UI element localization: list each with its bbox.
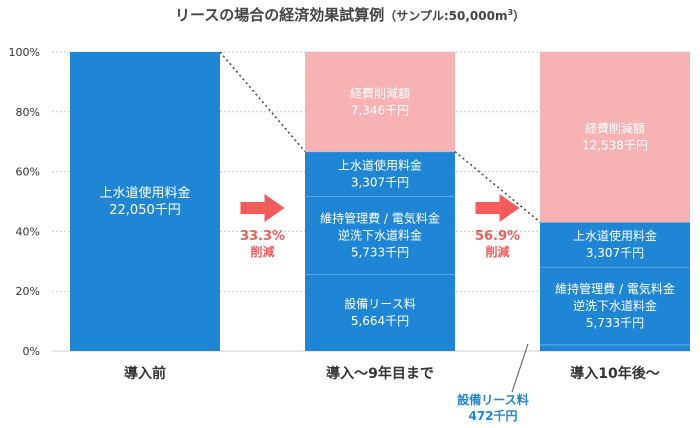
y-tick-label: 20% [16, 285, 40, 298]
chart-subtitle: （サンプル:50,000m3） [384, 8, 526, 23]
segment-label: 逆洗下水道料金 [573, 298, 657, 313]
bar-segment [540, 344, 690, 351]
segment-label: 逆洗下水道料金 [338, 227, 422, 242]
bar-segment [540, 52, 690, 223]
segment-label: 設備リース料 [344, 296, 415, 311]
segment-label: 維持管理費 / 電気料金 [320, 210, 440, 225]
bar-segment [305, 52, 455, 152]
callout-leader-line [511, 343, 529, 393]
callout-label: 設備リース料 [457, 392, 528, 407]
y-tick-label: 60% [16, 166, 40, 179]
segment-label: 維持管理費 / 電気料金 [555, 281, 675, 296]
segment-value: 5,733千円 [351, 245, 409, 259]
y-tick-label: 100% [9, 46, 40, 59]
chart-title: リースの場合の経済効果試算例 [174, 6, 385, 24]
segment-label: 経費削減額 [585, 121, 645, 136]
segment-value: 3,307千円 [586, 246, 644, 260]
reduction-label: 削減 [250, 244, 274, 259]
bar-segment [305, 274, 455, 351]
bar-segment [540, 222, 690, 267]
trend-dotted-line [219, 51, 306, 153]
segment-value: 12,538千円 [582, 139, 648, 153]
segment-value: 5,733千円 [586, 316, 644, 330]
reduction-arrow-icon [475, 194, 520, 222]
subtitle-suffix: ） [513, 9, 526, 23]
x-category-label: 導入前 [124, 365, 166, 382]
reduction-percent: 56.9% [475, 229, 520, 244]
bar-segment [305, 196, 455, 275]
segment-label: 経費削減額 [350, 85, 410, 100]
y-tick-label: 80% [16, 106, 40, 119]
chart-title-row: リースの場合の経済効果試算例（サンプル:50,000m3） [0, 4, 700, 25]
trend-dotted-line [454, 150, 541, 223]
bar-segment [305, 151, 455, 197]
subtitle-prefix: （サンプル:50,000m [384, 9, 508, 23]
x-category-label: 導入10年後〜 [570, 365, 659, 382]
callout-value: 472千円 [468, 408, 517, 423]
x-category-label: 導入〜9年目まで [326, 365, 434, 382]
y-tick-label: 40% [16, 225, 40, 238]
bar-segment [540, 266, 690, 345]
y-tick-label: 0% [23, 345, 40, 358]
subtitle-superscript: 3 [507, 8, 514, 17]
reduction-arrow-icon [240, 194, 285, 222]
segment-value: 3,307千円 [351, 175, 409, 189]
segment-value: 5,664千円 [351, 314, 409, 328]
segment-label: 上水道使用料金 [338, 157, 422, 172]
segment-value: 7,346千円 [351, 103, 409, 117]
reduction-percent: 33.3% [240, 229, 285, 244]
bar-segment [70, 52, 220, 351]
segment-label: 上水道使用料金 [99, 185, 190, 201]
segment-value: 22,050千円 [109, 203, 181, 218]
reduction-label: 削減 [485, 244, 509, 259]
segment-label: 上水道使用料金 [573, 228, 657, 243]
